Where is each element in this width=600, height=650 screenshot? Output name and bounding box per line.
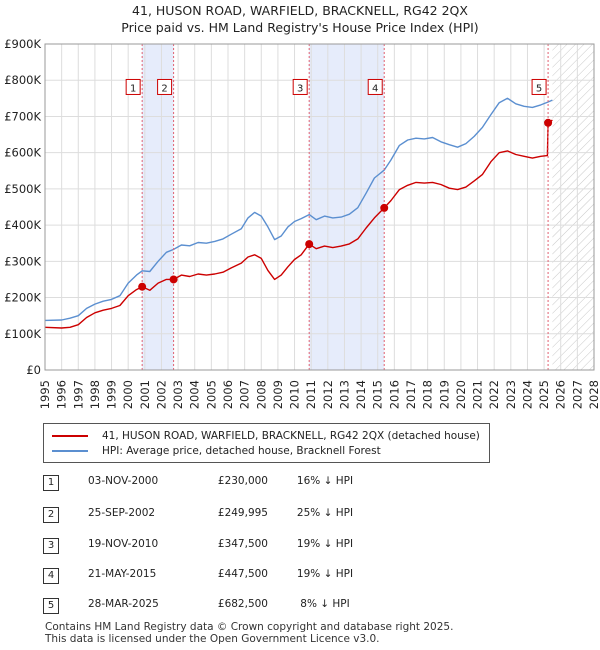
sale-label: 3 (297, 83, 303, 94)
sale-hpi-diff: 25% ↓ HPI (296, 507, 354, 519)
sale-number: 4 (43, 568, 59, 584)
x-tick-label: 2013 (337, 380, 351, 409)
sale-label: 2 (161, 83, 167, 94)
footer-licence: This data is licensed under the Open Gov… (45, 633, 380, 645)
sale-number: 3 (43, 538, 59, 554)
price-chart: 1 2 3 4 5 £0 £100K £200K £300K £400K £500K £600K £7… (4, 37, 600, 409)
y-tick-label: £100K (4, 327, 41, 341)
x-tick-label: 2017 (404, 380, 418, 409)
hpi-line (45, 97, 553, 322)
sale-point (138, 282, 147, 291)
x-tick-label: 2016 (387, 380, 401, 409)
x-tick-label: 2000 (121, 380, 135, 409)
sale-price: £347,500 (217, 538, 268, 550)
sale-date: 25-SEP-2002 (88, 507, 156, 519)
x-tick-label: 1999 (105, 380, 119, 409)
x-tick-label: 2011 (304, 380, 318, 409)
shaded-period (142, 44, 174, 370)
x-tick-label: 2026 (554, 380, 568, 409)
x-tick-label: 2003 (171, 380, 185, 409)
sale-point (305, 240, 314, 249)
y-tick-label: £500K (4, 182, 41, 196)
legend-item-hpi: HPI: Average price, detached house, Brac… (52, 445, 381, 457)
sale-hpi-diff: 16% ↓ HPI (296, 475, 354, 487)
x-tick-label: 2019 (437, 380, 451, 409)
sale-date: 28-MAR-2025 (88, 598, 159, 610)
sale-point (380, 203, 389, 212)
x-tick-label: 2024 (520, 380, 534, 409)
legend-item-property: 41, HUSON ROAD, WARFIELD, BRACKNELL, RG4… (52, 430, 480, 442)
sale-date: 19-NOV-2010 (88, 538, 159, 550)
legend-label-hpi: HPI: Average price, detached house, Brac… (102, 445, 381, 457)
y-tick-label: £0 (26, 363, 41, 377)
x-tick-label: 2014 (354, 380, 368, 409)
sale-hpi-diff: 19% ↓ HPI (296, 538, 354, 550)
plot-border (44, 43, 595, 371)
sale-price: £230,000 (217, 475, 268, 487)
legend-label-property: 41, HUSON ROAD, WARFIELD, BRACKNELL, RG4… (102, 430, 480, 442)
projection-hatch (552, 44, 594, 370)
sale-label: 1 (130, 83, 136, 94)
x-tick-label: 2018 (421, 380, 435, 409)
footer-copyright: Contains HM Land Registry data © Crown c… (45, 621, 454, 633)
sale-label: 4 (372, 83, 378, 94)
x-tick-label: 2021 (471, 380, 485, 409)
sale-number: 5 (43, 598, 59, 614)
x-tick-label: 2010 (288, 380, 302, 409)
x-tick-label: 2002 (154, 380, 168, 409)
x-tick-label: 2006 (221, 380, 235, 409)
chart-subtitle: Price paid vs. HM Land Registry's House … (121, 20, 479, 35)
sale-point (544, 118, 553, 127)
x-tick-label: 2027 (570, 380, 584, 409)
sale-number: 2 (43, 507, 59, 523)
chart-title: 41, HUSON ROAD, WARFIELD, BRACKNELL, RG4… (132, 3, 468, 18)
x-tick-label: 2015 (371, 380, 385, 409)
x-tick-label: 2020 (454, 380, 468, 409)
x-tick-label: 2012 (321, 380, 335, 409)
y-tick-label: £800K (4, 73, 41, 87)
sale-label-box (367, 78, 383, 95)
x-tick-label: 2005 (204, 380, 218, 409)
sale-price: £249,995 (217, 507, 268, 519)
sale-date: 21-MAY-2015 (88, 568, 157, 580)
sale-label: 5 (536, 83, 542, 94)
sale-price: £682,500 (217, 598, 268, 610)
x-tick-label: 2022 (487, 380, 501, 409)
sale-point (169, 275, 178, 284)
y-tick-label: £700K (4, 109, 41, 123)
x-tick-label: 2009 (271, 380, 285, 409)
legend: 41, HUSON ROAD, WARFIELD, BRACKNELL, RG4… (43, 423, 490, 463)
sale-number: 1 (43, 475, 59, 491)
x-tick-label: 1996 (55, 380, 69, 409)
y-tick-label: £200K (4, 291, 41, 305)
sale-label-box (157, 78, 173, 95)
legend-swatch-property (52, 435, 88, 437)
x-tick-label: 2023 (504, 380, 518, 409)
y-tick-label: £600K (4, 146, 41, 160)
y-tick-label: £900K (4, 37, 41, 51)
sale-label-box (125, 78, 141, 95)
legend-swatch-hpi (52, 450, 88, 452)
y-tick-label: £400K (4, 218, 41, 232)
x-tick-label: 2007 (238, 380, 252, 409)
sale-price: £447,500 (217, 568, 268, 580)
sale-hpi-diff: 8% ↓ HPI (300, 598, 350, 610)
sale-date: 03-NOV-2000 (88, 475, 159, 487)
sale-hpi-diff: 19% ↓ HPI (296, 568, 354, 580)
shaded-period (309, 44, 385, 370)
x-tick-label: 1998 (88, 380, 102, 409)
x-tick-label: 2001 (138, 380, 152, 409)
x-tick-label: 1997 (71, 380, 85, 409)
x-tick-label: 2028 (587, 380, 600, 409)
y-tick-label: £300K (4, 254, 41, 268)
x-tick-label: 2004 (188, 380, 202, 409)
sale-label-box (292, 78, 308, 95)
x-tick-label: 1995 (38, 380, 52, 409)
x-tick-label: 2008 (254, 380, 268, 409)
sale-label-box (531, 78, 547, 95)
x-tick-label: 2025 (537, 380, 551, 409)
